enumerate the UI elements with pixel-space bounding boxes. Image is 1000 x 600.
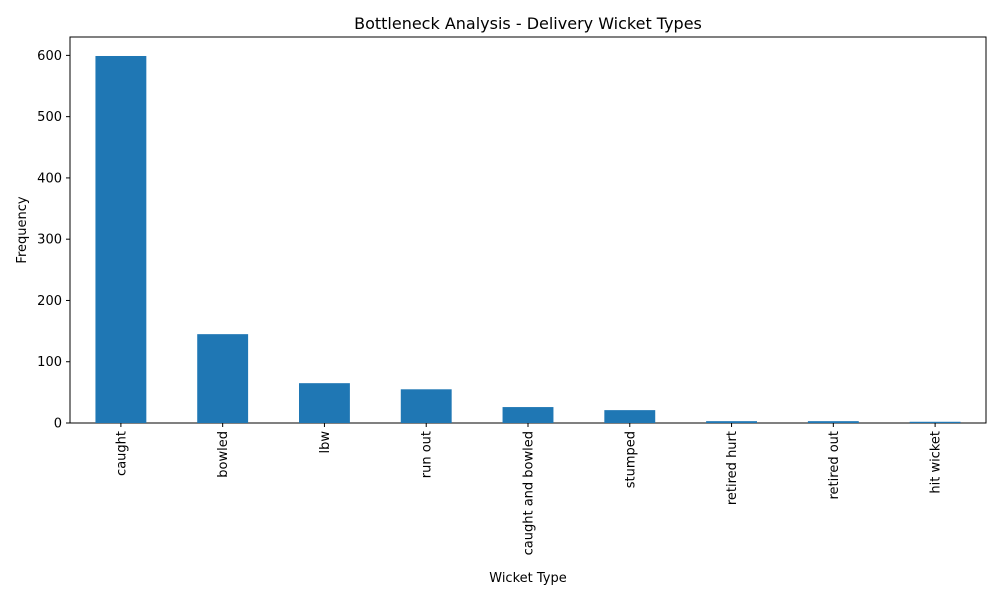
bar-caught: [95, 55, 147, 423]
x-tick-label: run out: [420, 431, 435, 478]
x-axis-label: Wicket Type: [489, 571, 566, 586]
bars: [95, 55, 961, 423]
bar-stumped: [604, 410, 656, 423]
y-tick-label: 0: [54, 417, 62, 432]
bar-retired-out: [807, 421, 859, 423]
x-tick-label: hit wicket: [929, 431, 944, 494]
y-tick-label: 500: [37, 110, 62, 125]
x-tick-label: stumped: [623, 431, 638, 488]
y-axis-label: Frequency: [15, 196, 30, 263]
bar-lbw: [299, 383, 350, 423]
x-tick-label: caught: [114, 431, 129, 476]
y-tick-label: 600: [37, 49, 62, 64]
x-tick-label: retired out: [827, 431, 842, 500]
x-tick-label: retired hurt: [725, 431, 740, 505]
bar-bowled: [197, 334, 249, 423]
x-tick-label: bowled: [216, 431, 231, 478]
x-tick-label: caught and bowled: [522, 431, 537, 555]
x-tick-label: lbw: [318, 431, 333, 454]
chart-title: Bottleneck Analysis - Delivery Wicket Ty…: [354, 14, 702, 33]
bar-hit-wicket: [909, 421, 961, 423]
y-tick-label: 100: [37, 355, 62, 370]
y-tick-label: 400: [37, 171, 62, 186]
bar-caught-and-bowled: [502, 407, 554, 423]
y-tick-label: 300: [37, 233, 62, 248]
bar-run-out: [400, 389, 452, 423]
y-axis: 0 100 200 300 400 500 600: [37, 49, 70, 432]
x-axis: caught bowled lbw run out caught and bowled s…: [114, 423, 944, 555]
bar-retired-hurt: [706, 421, 757, 423]
y-tick-label: 200: [37, 294, 62, 309]
